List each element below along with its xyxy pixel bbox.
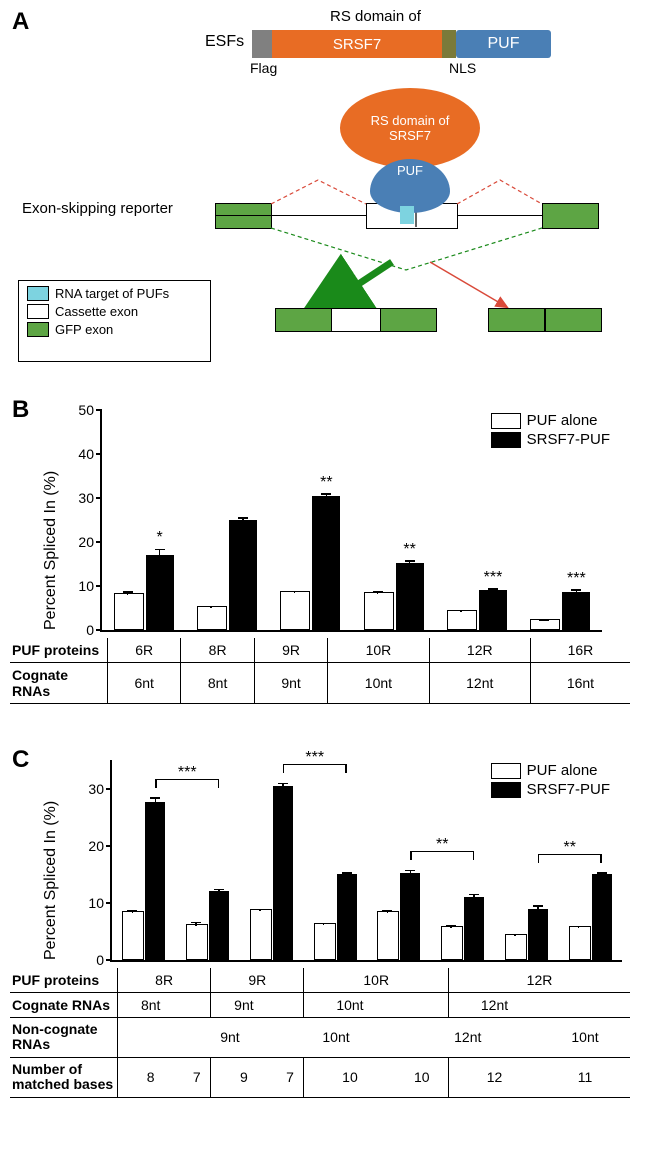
chartB-legend: PUF alone SRSF7-PUF	[491, 412, 610, 450]
sig-label: ***	[478, 569, 508, 587]
legend-rna-text: RNA target of PUFs	[55, 286, 169, 301]
ytick: 20	[64, 534, 94, 550]
legendB-black: SRSF7-PUF	[491, 431, 610, 448]
sig-label: ***	[561, 570, 591, 588]
chartC-xtable: PUF proteins8R9R10R12RCognate RNAs8nt9nt…	[10, 968, 630, 1098]
out-gfp-l1	[275, 308, 332, 332]
legendB-black-text: SRSF7-PUF	[527, 431, 610, 448]
out-gfp-r2	[545, 308, 602, 332]
bar-black	[562, 592, 590, 630]
bar-black	[479, 590, 507, 630]
out-cassette	[332, 308, 380, 332]
ytick: 10	[64, 578, 94, 594]
legendC-black-text: SRSF7-PUF	[527, 781, 610, 798]
panel-c: C Percent Spliced In (%) 0102030********…	[10, 750, 630, 1140]
legend-sw-rna	[27, 286, 49, 301]
out-gfp-r1	[380, 308, 437, 332]
bar-white	[364, 592, 394, 630]
bar-black	[312, 496, 340, 630]
outcome-inclusion	[275, 308, 437, 332]
bar-black	[146, 555, 174, 630]
bar-white	[447, 610, 477, 630]
legend-rna-target: RNA target of PUFs	[27, 286, 202, 301]
legendC-white-text: PUF alone	[527, 762, 598, 779]
panel-b-label: B	[12, 396, 29, 424]
panel-b: B Percent Spliced In (%) 01020304050****…	[10, 400, 630, 730]
chartC-legend: PUF alone SRSF7-PUF	[491, 762, 610, 800]
ytick: 0	[64, 622, 94, 638]
bar-white	[280, 591, 310, 630]
ytick: 30	[64, 490, 94, 506]
outcome-skip	[488, 308, 602, 332]
chartB-xtable: PUF proteins6R8R9R10R12R16RCognate RNAs6…	[10, 638, 630, 704]
bar-black	[396, 563, 424, 630]
puf-crescent-text: PUF	[397, 163, 423, 178]
legendC-sw-black	[491, 782, 521, 798]
legend-cassette-text: Cassette exon	[55, 304, 138, 319]
panel-a: A RS domain of ESFs SRSF7 PUF Flag NLS R…	[10, 10, 630, 390]
legendC-sw-white	[491, 763, 521, 779]
legend-box: RNA target of PUFs Cassette exon GFP exo…	[18, 280, 211, 362]
chartB-ylabel: Percent Spliced In (%)	[42, 471, 60, 630]
sig-label: *	[145, 529, 175, 547]
bar-white	[114, 593, 144, 630]
sig-label: **	[311, 474, 341, 492]
out-gfp-l2	[488, 308, 545, 332]
legendB-sw-white	[491, 413, 521, 429]
legendB-sw-black	[491, 432, 521, 448]
bar-white	[197, 606, 227, 630]
legend-cassette: Cassette exon	[27, 304, 202, 319]
chartC-ylabel: Percent Spliced In (%)	[42, 801, 60, 960]
ytick: 50	[64, 402, 94, 418]
legend-gfp: GFP exon	[27, 322, 202, 337]
legendC-black: SRSF7-PUF	[491, 781, 610, 798]
bar-black	[229, 520, 257, 630]
legendB-white-text: PUF alone	[527, 412, 598, 429]
sig-label: **	[395, 541, 425, 559]
legend-sw-gfp	[27, 322, 49, 337]
legendB-white: PUF alone	[491, 412, 610, 429]
legend-sw-cassette	[27, 304, 49, 319]
legend-gfp-text: GFP exon	[55, 322, 113, 337]
rna-target-mark	[400, 206, 414, 224]
ytick: 40	[64, 446, 94, 462]
legendC-white: PUF alone	[491, 762, 610, 779]
panel-c-label: C	[12, 746, 29, 774]
